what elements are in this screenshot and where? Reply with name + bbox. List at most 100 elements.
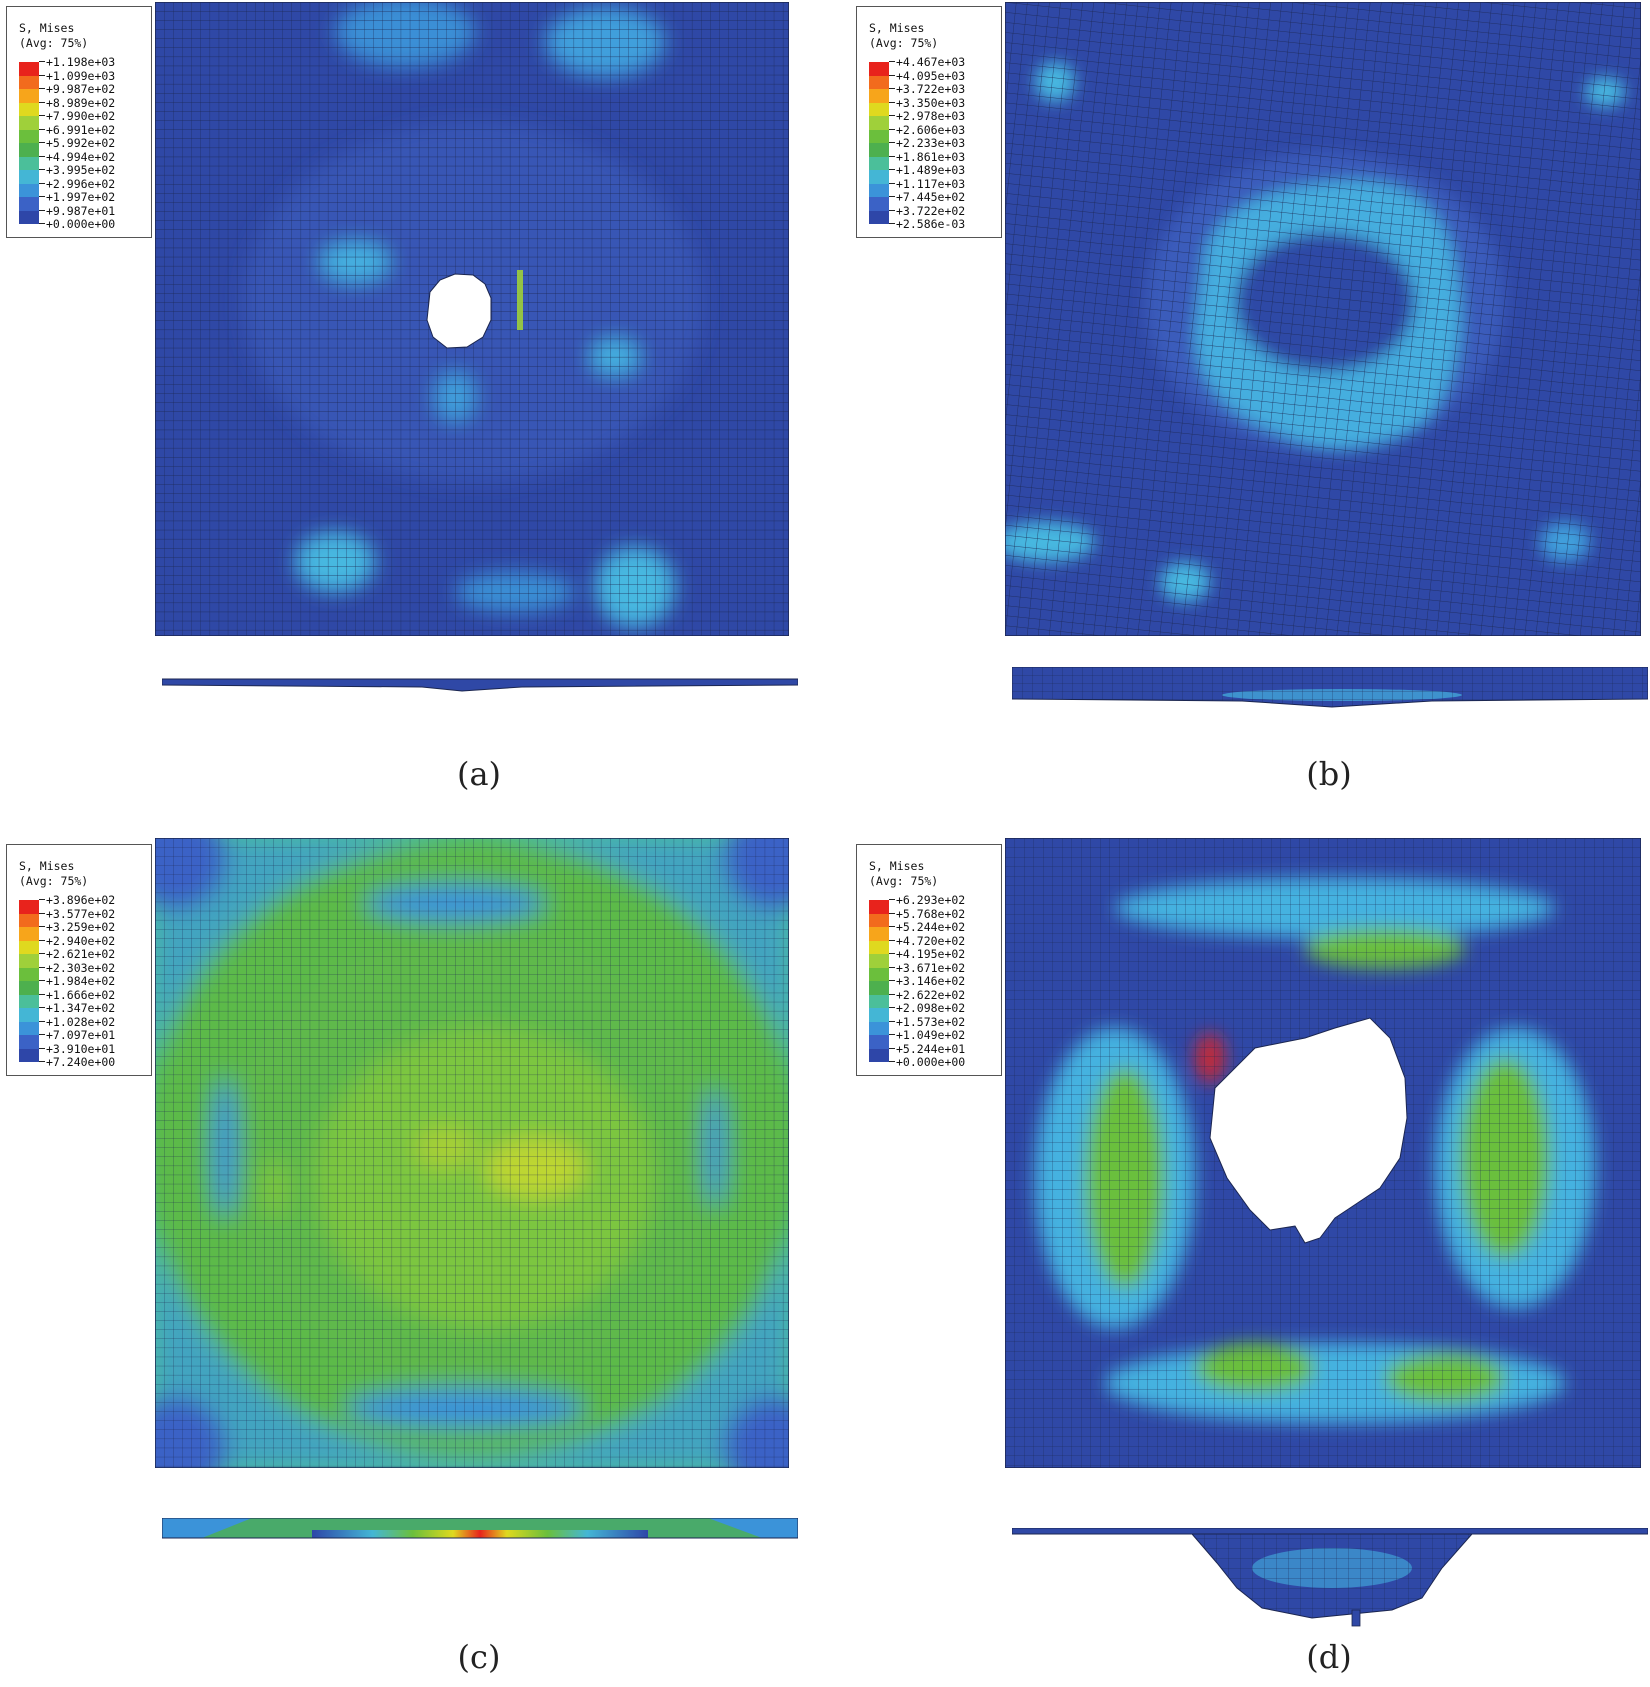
legend-value: +2.586e-03 [896, 217, 966, 231]
legend-value: +2.996e+02 [46, 176, 116, 191]
legend-tick [39, 209, 45, 211]
legend-entry: +7.990e+02 [19, 109, 145, 130]
legend-tick [889, 1007, 895, 1008]
legend-entry: +3.910e+01 [19, 1042, 145, 1062]
legend-tick [39, 61, 45, 62]
legend-tick [39, 128, 45, 130]
legend-title: S, Mises [869, 21, 925, 35]
top-view-contour-c [155, 838, 789, 1468]
legend-value: +3.896e+02 [46, 893, 116, 907]
legend-swatch [869, 967, 889, 981]
legend-tick [39, 926, 45, 927]
legend-swatch [869, 89, 889, 103]
top-view-contour-a [155, 2, 789, 636]
legend-d: S, Mises (Avg: 75%) +6.293e+02 +5.768e+02… [856, 844, 1002, 1076]
legend-entry: +1.666e+02 [19, 988, 145, 1008]
legend-tick [889, 980, 895, 981]
legend-swatch [869, 129, 889, 143]
legend-tick [889, 115, 895, 116]
legend-swatch [869, 954, 889, 968]
legend-value: +2.303e+02 [46, 960, 116, 975]
legend-tick [39, 899, 45, 900]
legend-tick [889, 142, 895, 143]
legend-swatch [19, 197, 39, 211]
legend-tick [39, 993, 45, 995]
legend-swatch [869, 210, 889, 224]
legend-value: +1.117e+03 [896, 176, 966, 191]
legend-tick [889, 953, 895, 954]
legend-value: +5.992e+02 [46, 136, 116, 150]
legend-swatch [19, 927, 39, 941]
legend-entry: +2.622e+02 [869, 988, 995, 1008]
legend-value: +3.671e+02 [896, 960, 966, 975]
legend-swatch [19, 940, 39, 954]
legend-swatch [869, 116, 889, 130]
legend-entry: +1.984e+02 [19, 974, 145, 995]
legend-entry: +3.259e+02 [19, 920, 145, 941]
top-view-contour-d [1005, 838, 1641, 1468]
legend-tick [889, 128, 895, 130]
panel-a: S, Mises (Avg: 75%) +1.198e+03 +1.099e+03… [0, 0, 825, 843]
legend-value: +3.259e+02 [46, 920, 116, 934]
legend-entry: +4.195e+02 [869, 947, 995, 968]
legend-tick [39, 1020, 45, 1022]
legend-swatch [869, 1021, 889, 1035]
legend-swatch [869, 143, 889, 157]
legend-value: +3.995e+02 [46, 163, 116, 177]
legend-tick [889, 899, 895, 900]
legend-swatch [869, 197, 889, 211]
legend-tick [889, 74, 895, 76]
legend-swatch [19, 170, 39, 184]
legend-tick [889, 966, 895, 968]
legend-subtitle: (Avg: 75%) [19, 36, 89, 50]
legend-tick [889, 88, 895, 89]
legend-value: +2.233e+03 [896, 136, 966, 150]
legend-entry: +2.303e+02 [19, 960, 145, 981]
legend-swatch [869, 913, 889, 927]
legend-entry: +1.028e+02 [19, 1015, 145, 1035]
legend-entry: +7.240e+00 [19, 1055, 145, 1069]
side-view-a [162, 677, 798, 699]
color-scale: +6.293e+02 +5.768e+02 +5.244e+02 +4.720e+02… [869, 893, 995, 1069]
legend-entry: +5.992e+02 [19, 136, 145, 157]
legend-value: +9.987e+01 [46, 203, 116, 218]
legend-value: +7.240e+00 [46, 1055, 116, 1069]
legend-value: +7.097e+01 [46, 1028, 116, 1042]
legend-swatch [869, 900, 889, 914]
legend-title: S, Mises [19, 21, 75, 35]
legend-value: +1.573e+02 [896, 1014, 966, 1029]
caption-c: (c) [457, 1638, 501, 1676]
legend-subtitle: (Avg: 75%) [19, 874, 89, 888]
legend-value: +0.000e+00 [896, 1055, 966, 1069]
legend-value: +5.244e+02 [896, 920, 966, 934]
legend-entry: +1.573e+02 [869, 1014, 995, 1035]
legend-entry: +1.997e+02 [19, 190, 145, 211]
legend-swatch [19, 62, 39, 76]
legend-entry: +2.978e+03 [869, 109, 995, 130]
legend-entry: +5.244e+01 [869, 1042, 995, 1062]
legend-swatch [19, 994, 39, 1008]
legend-tick [39, 980, 45, 981]
legend-title: S, Mises [869, 859, 925, 873]
legend-value: +3.350e+03 [896, 95, 966, 110]
legend-value: +3.722e+02 [896, 203, 966, 218]
legend-swatch [19, 129, 39, 143]
legend-entry: +4.720e+02 [869, 934, 995, 954]
legend-tick [889, 169, 895, 170]
legend-entry: +2.996e+02 [19, 176, 145, 197]
legend-tick [889, 155, 895, 157]
legend-value: +1.347e+02 [46, 1001, 116, 1015]
legend-swatch [869, 1008, 889, 1022]
legend-tick [39, 1034, 45, 1035]
legend-entry: +3.671e+02 [869, 960, 995, 981]
caption-d: (d) [1306, 1638, 1352, 1676]
legend-value: +1.049e+02 [896, 1028, 966, 1042]
legend-tick [39, 115, 45, 116]
legend-tick [889, 1034, 895, 1035]
legend-swatch [869, 994, 889, 1008]
legend-swatch [19, 183, 39, 197]
legend-b: S, Mises (Avg: 75%) +4.467e+03 +4.095e+03… [856, 6, 1002, 238]
legend-tick [889, 1020, 895, 1022]
legend-entry: +7.097e+01 [19, 1028, 145, 1049]
legend-entry: +2.606e+03 [869, 123, 995, 143]
